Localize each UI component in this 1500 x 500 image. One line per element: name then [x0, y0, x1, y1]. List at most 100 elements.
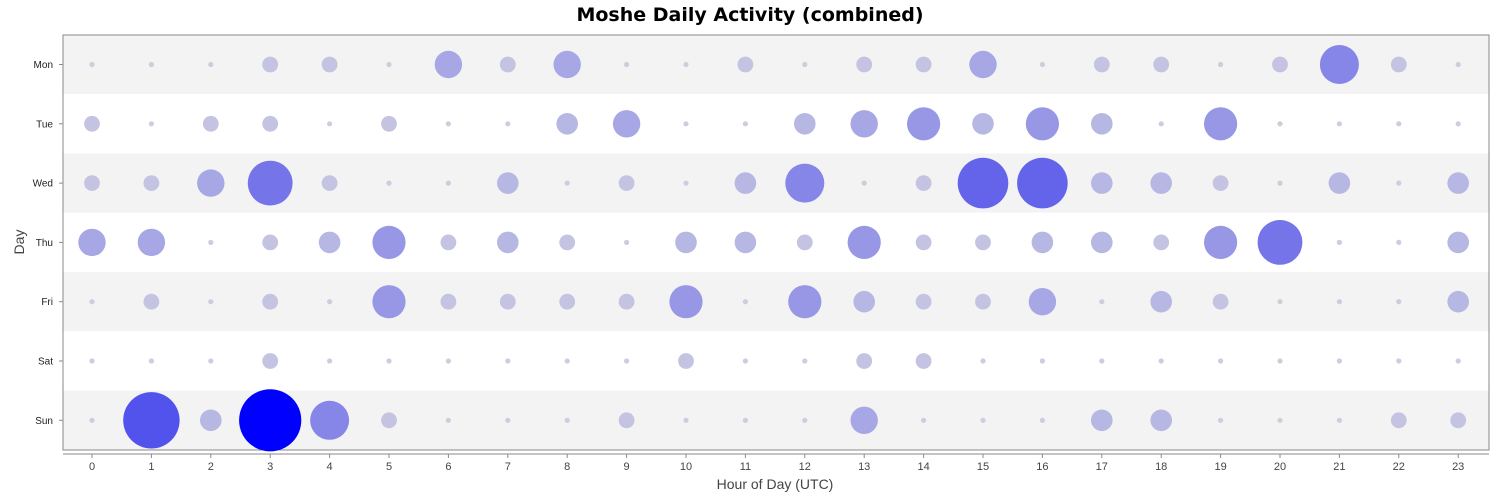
bubble-mon-0: Mon 0: 0 — [89, 61, 95, 68]
bubble-wed-5: Wed 5: 0 — [386, 180, 392, 186]
bubble-tue-20: Tue 20: 0 — [1277, 121, 1283, 127]
bubble-fri-15: Fri 15: 2 — [975, 293, 991, 310]
bubble-fri-12: Fri 12: 5 — [788, 285, 822, 319]
bubble-wed-4: Wed 4: 2 — [321, 175, 338, 192]
bubble-wed-9: Wed 9: 2 — [618, 175, 635, 192]
bubble-sat-23: Sat 23: 0 — [1455, 358, 1461, 364]
x-tick-label: 19 — [1214, 461, 1226, 473]
x-tick-label: 5 — [386, 461, 392, 473]
bubble-mon-2: Mon 2: 0 — [208, 61, 214, 68]
x-tick-label: 7 — [505, 461, 511, 473]
bubble-mon-21: Mon 21: 6 — [1319, 45, 1359, 84]
bubble-wed-22: Wed 22: 0 — [1396, 180, 1402, 186]
bubble-fri-2: Fri 2: 0 — [208, 299, 214, 305]
x-tick-label: 13 — [858, 461, 870, 473]
bubble-fri-11: Fri 11: 0 — [742, 299, 749, 305]
y-tick-label: Sun — [35, 416, 53, 427]
bubble-fri-18: Fri 18: 3 — [1150, 290, 1172, 313]
bubble-tue-12: Tue 12: 3 — [794, 113, 816, 135]
bubble-tue-22: Tue 22: 0 — [1396, 121, 1402, 127]
x-tick-label: 0 — [89, 461, 95, 473]
x-tick-label: 6 — [445, 461, 451, 473]
bubble-mon-5: Mon 5: 0 — [386, 61, 392, 68]
bubble-sat-18: Sat 18: 0 — [1158, 358, 1164, 364]
bubble-sat-22: Sat 22: 0 — [1396, 358, 1402, 364]
bubble-fri-7: Fri 7: 2 — [499, 293, 516, 310]
bubble-fri-14: Fri 14: 2 — [915, 293, 932, 310]
bubble-tue-9: Tue 9: 4 — [612, 110, 641, 138]
bubble-sun-1: Sun 1: 9 — [123, 392, 180, 449]
bubble-mon-20: Mon 20: 2 — [1272, 56, 1288, 73]
x-tick-label: 10 — [680, 461, 692, 473]
bubble-mon-1: Mon 1: 0 — [148, 61, 154, 68]
x-tick-label: 22 — [1393, 461, 1405, 473]
x-axis-label: Hour of Day (UTC) — [717, 476, 834, 492]
bubble-tue-0: Tue 0: 2 — [84, 115, 100, 132]
bubble-sat-11: Sat 11: 0 — [742, 358, 749, 364]
bubble-thu-10: Thu 10: 3 — [675, 231, 697, 254]
bubble-fri-9: Fri 9: 2 — [618, 293, 635, 310]
bubble-mon-9: Mon 9: 0 — [624, 61, 630, 68]
bubble-mon-12: Mon 12: 0 — [802, 61, 808, 68]
bubble-sat-13: Sat 13: 2 — [856, 353, 873, 369]
bubble-tue-4: Tue 4: 0 — [327, 121, 333, 127]
bubble-fri-4: Fri 4: 0 — [327, 299, 333, 305]
bubble-tue-1: Tue 1: 0 — [148, 121, 154, 127]
bubble-wed-17: Wed 17: 3 — [1091, 172, 1113, 194]
x-tick-label: 9 — [624, 461, 630, 473]
bubble-sat-5: Sat 5: 0 — [386, 358, 392, 364]
bubble-sun-11: Sun 11: 0 — [742, 417, 749, 423]
bubble-tue-23: Tue 23: 0 — [1455, 121, 1461, 127]
bubble-fri-1: Fri 1: 2 — [143, 293, 160, 310]
bubble-wed-7: Wed 7: 3 — [497, 172, 519, 194]
bubble-mon-15: Mon 15: 4 — [969, 50, 997, 79]
bubble-sat-12: Sat 12: 0 — [802, 358, 808, 364]
bubble-thu-3: Thu 3: 2 — [262, 234, 279, 251]
bubble-fri-0: Fri 0: 0 — [89, 299, 95, 305]
bubble-sun-20: Sun 20: 0 — [1277, 417, 1283, 423]
bubble-sat-0: Sat 0: 0 — [89, 358, 95, 364]
bubble-mon-8: Mon 8: 4 — [553, 50, 581, 79]
bubble-tue-13: Tue 13: 4 — [850, 110, 878, 138]
bubble-thu-16: Thu 16: 3 — [1031, 231, 1054, 254]
bubble-sat-4: Sat 4: 0 — [327, 358, 333, 364]
row-band — [63, 94, 1489, 154]
bubble-sat-17: Sat 17: 0 — [1099, 358, 1105, 364]
bubble-wed-10: Wed 10: 0 — [683, 180, 689, 186]
y-tick-label: Mon — [34, 60, 53, 71]
bubble-wed-23: Wed 23: 3 — [1447, 172, 1469, 194]
bubble-sat-14: Sat 14: 2 — [915, 353, 932, 369]
x-tick-label: 1 — [148, 461, 154, 473]
bubble-tue-8: Tue 8: 3 — [556, 113, 578, 135]
x-tick-label: 11 — [740, 461, 751, 473]
chart-title: Moshe Daily Activity (combined) — [576, 4, 923, 26]
bubble-fri-22: Fri 22: 0 — [1396, 299, 1402, 305]
x-tick-label: 4 — [327, 461, 333, 473]
bubble-fri-3: Fri 3: 2 — [262, 293, 279, 310]
bubble-sat-6: Sat 6: 0 — [445, 358, 451, 364]
bubble-tue-2: Tue 2: 2 — [202, 115, 219, 132]
bubble-tue-7: Tue 7: 0 — [505, 121, 511, 127]
bubble-sun-6: Sun 6: 0 — [445, 417, 451, 423]
y-axis-label: Day — [11, 230, 27, 255]
x-tick-label: 20 — [1274, 461, 1286, 473]
bubble-tue-5: Tue 5: 2 — [381, 115, 397, 132]
bubble-thu-4: Thu 4: 3 — [318, 231, 341, 254]
bubble-wed-12: Wed 12: 6 — [785, 163, 825, 203]
bubble-mon-17: Mon 17: 2 — [1093, 56, 1110, 73]
bubble-sun-2: Sun 2: 3 — [200, 409, 222, 432]
bubble-thu-20: Thu 20: 7 — [1257, 220, 1303, 265]
bubble-tue-6: Tue 6: 0 — [445, 121, 451, 127]
bubble-tue-17: Tue 17: 3 — [1091, 113, 1113, 135]
bubble-sat-20: Sat 20: 0 — [1277, 358, 1283, 364]
bubble-sat-16: Sat 16: 0 — [1039, 358, 1045, 364]
bubble-wed-20: Wed 20: 0 — [1277, 180, 1283, 186]
bubble-thu-8: Thu 8: 2 — [559, 234, 576, 251]
bubble-mon-13: Mon 13: 2 — [856, 56, 873, 73]
bubble-mon-11: Mon 11: 2 — [737, 56, 754, 73]
bubble-sun-16: Sun 16: 0 — [1039, 417, 1045, 423]
x-tick-label: 8 — [564, 461, 570, 473]
bubble-mon-16: Mon 16: 0 — [1039, 61, 1045, 68]
bubble-thu-0: Thu 0: 4 — [78, 228, 106, 257]
